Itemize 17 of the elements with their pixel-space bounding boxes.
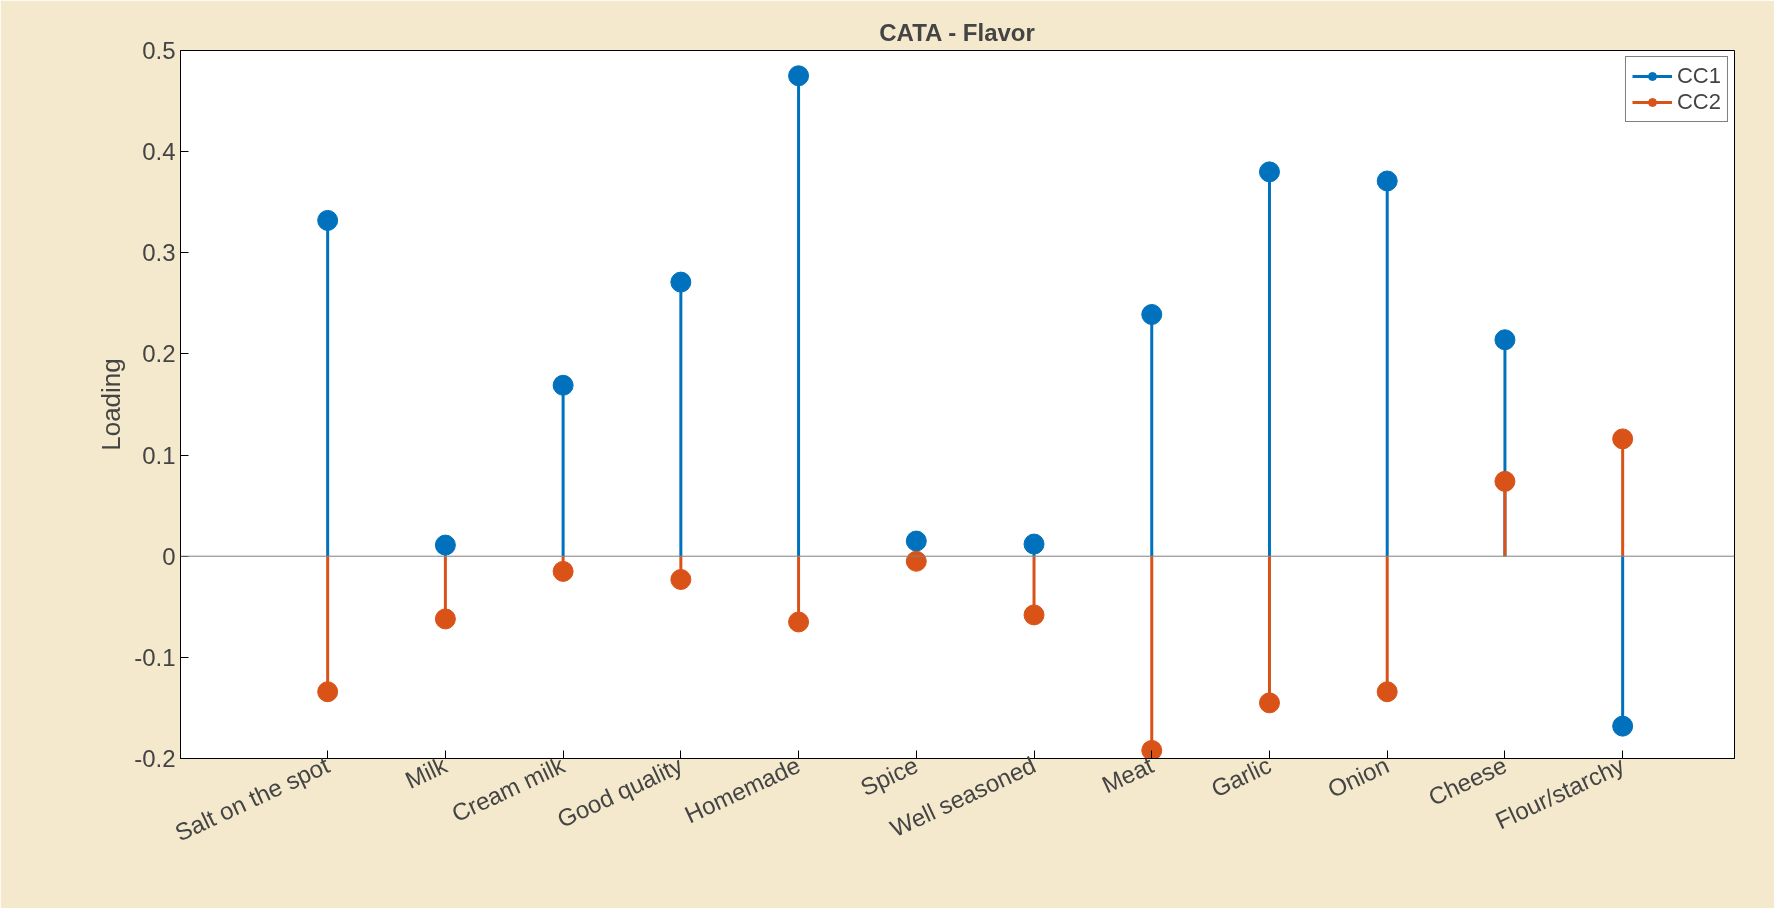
y-tick-label: 0.5 bbox=[142, 37, 176, 64]
y-axis-title: Loading bbox=[96, 358, 127, 451]
y-tick-label: 0.4 bbox=[142, 138, 176, 166]
x-tick-label: Meat bbox=[1097, 751, 1158, 799]
y-tick-label: -0.2 bbox=[134, 745, 176, 772]
x-tick-label: Onion bbox=[1323, 751, 1393, 803]
chart-title: CATA - Flavor bbox=[879, 18, 1035, 46]
y-tick-label: 0.1 bbox=[142, 441, 176, 469]
legend-label: CC2 bbox=[1676, 89, 1721, 115]
legend-label: CC1 bbox=[1676, 63, 1721, 89]
y-tick-label: 0.2 bbox=[142, 340, 176, 368]
y-tick-label: -0.1 bbox=[134, 643, 176, 671]
x-tick-label: Spice bbox=[856, 751, 923, 802]
x-tick-label: Garlic bbox=[1206, 751, 1276, 803]
y-tick-label: 0 bbox=[162, 542, 176, 570]
y-tick-label: 0.3 bbox=[142, 239, 176, 267]
x-tick-label: Milk bbox=[401, 750, 452, 794]
